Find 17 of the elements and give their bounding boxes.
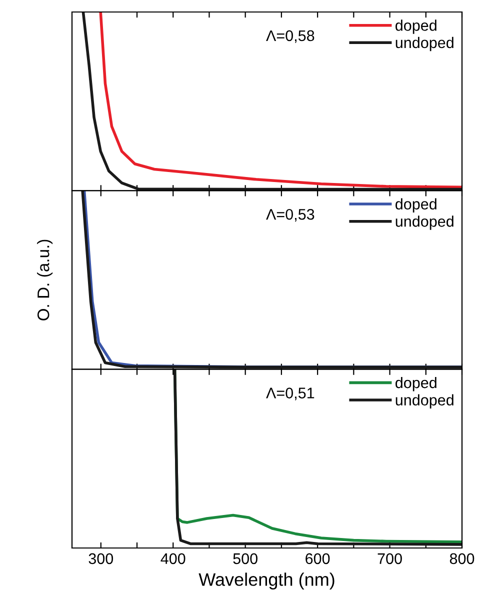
legend-label: undoped — [396, 394, 454, 409]
legend-label: doped — [396, 376, 436, 392]
legend-label: undoped — [396, 216, 454, 230]
x-tick-label: 400 — [160, 553, 186, 564]
x-axis-title: Wavelength (nm) — [198, 572, 334, 590]
y-axis-title: O. D. (a.u.) — [37, 240, 53, 320]
x-tick-label: 300 — [88, 553, 114, 564]
annotation: Λ=0,58 — [266, 30, 314, 43]
x-tick-label: 500 — [233, 553, 258, 564]
x-tick-label: 800 — [450, 553, 474, 564]
x-tick-label: 600 — [306, 553, 330, 564]
legend-label: doped — [396, 20, 436, 34]
legend-label: doped — [396, 198, 436, 213]
legend-label: undoped — [396, 36, 454, 52]
x-tick-label: 700 — [378, 553, 402, 564]
annotation: Λ=0,51 — [266, 388, 314, 400]
annotation: Λ=0,53 — [266, 208, 314, 222]
